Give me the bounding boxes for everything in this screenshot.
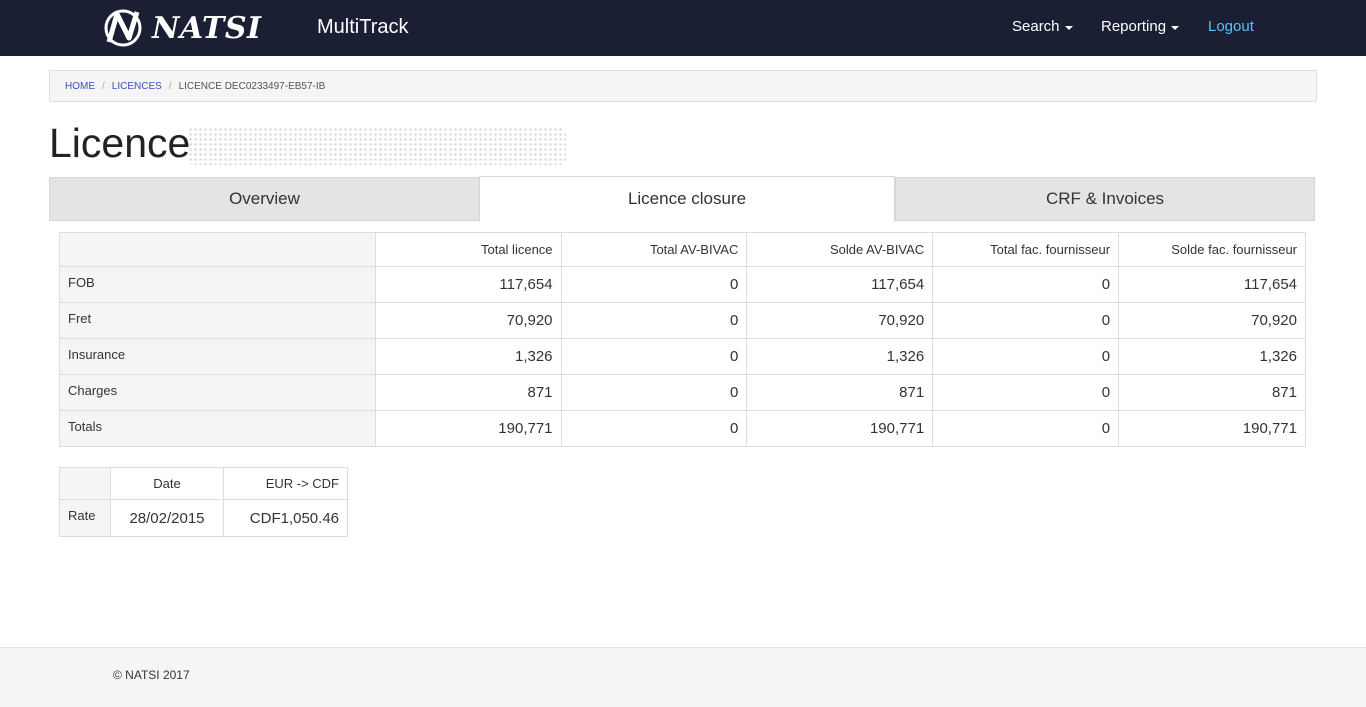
- table-cell: 0: [932, 374, 1120, 411]
- redacted-licence-number: [188, 127, 566, 165]
- table-cell: 871: [1118, 374, 1306, 411]
- table-row: FOB 117,654 0 117,654 0 117,654: [59, 266, 1306, 303]
- table-cell: 190,771: [374, 410, 562, 447]
- row-label: Insurance: [59, 338, 376, 375]
- column-header: Total fac. fournisseur: [932, 232, 1120, 267]
- row-label: Fret: [59, 302, 376, 339]
- table-corner: [59, 232, 376, 267]
- table-row: Rate 28/02/2015 CDF1,050.46: [59, 499, 348, 537]
- column-header: Total licence: [374, 232, 562, 267]
- row-label: Charges: [59, 374, 376, 411]
- table-cell: 117,654: [1118, 266, 1306, 303]
- breadcrumb-licences[interactable]: LICENCES: [111, 80, 162, 92]
- tab-licence-closure[interactable]: Licence closure: [479, 176, 895, 222]
- rate-value: CDF1,050.46: [223, 499, 348, 537]
- breadcrumb-separator: /: [102, 80, 105, 92]
- breadcrumb-current: LICENCE DEC0233497-EB57-IB: [178, 80, 326, 92]
- table-cell: 0: [560, 410, 748, 447]
- breadcrumb-separator: /: [168, 80, 172, 92]
- table-cell: 0: [932, 338, 1120, 375]
- footer: © NATSI 2017: [0, 647, 1366, 707]
- table-row-totals: Totals 190,771 0 190,771 0 190,771: [59, 410, 1306, 447]
- table-cell: 190,771: [746, 410, 934, 447]
- row-label: Rate: [59, 499, 111, 537]
- table-cell: 190,771: [1118, 410, 1306, 447]
- table-cell: 117,654: [746, 266, 934, 303]
- natsi-logo-icon: [104, 9, 142, 47]
- table-row: Charges 871 0 871 0 871: [59, 374, 1306, 411]
- tab-bar: Overview Licence closure CRF & Invoices: [49, 176, 1315, 222]
- table-header-row: Total licence Total AV-BIVAC Solde AV-BI…: [59, 232, 1306, 267]
- brand-text: NATSI: [152, 10, 262, 46]
- table-cell: 0: [932, 266, 1120, 303]
- table-header-row: Date EUR -> CDF: [59, 467, 348, 500]
- tab-overview[interactable]: Overview: [49, 177, 480, 221]
- search-menu-label: Search: [1012, 18, 1060, 35]
- table-cell: 0: [932, 410, 1120, 447]
- reporting-menu-label: Reporting: [1101, 18, 1167, 35]
- table-cell: 0: [932, 302, 1120, 339]
- brand-logo[interactable]: NATSI: [100, 8, 262, 48]
- search-menu[interactable]: Search: [1012, 18, 1073, 35]
- page-title: Licence: [49, 120, 191, 166]
- column-header-date: Date: [110, 467, 224, 500]
- column-header-rate: EUR -> CDF: [223, 467, 348, 500]
- table-cell: 70,920: [746, 302, 934, 339]
- table-cell: 70,920: [374, 302, 562, 339]
- table-cell: 871: [374, 374, 562, 411]
- table-cell: 1,326: [374, 338, 562, 375]
- table-cell: 1,326: [746, 338, 934, 375]
- caret-down-icon: [1171, 25, 1180, 30]
- table-cell: 0: [560, 338, 748, 375]
- top-navbar: NATSI MultiTrack Search Reporting Logout: [0, 0, 1366, 56]
- table-row: Insurance 1,326 0 1,326 0 1,326: [59, 338, 1306, 375]
- column-header: Total AV-BIVAC: [560, 232, 748, 267]
- logout-link[interactable]: Logout: [1208, 18, 1254, 35]
- caret-down-icon: [1064, 25, 1073, 30]
- app-title[interactable]: MultiTrack: [317, 16, 409, 38]
- row-label: Totals: [59, 410, 376, 447]
- rate-date: 28/02/2015: [110, 499, 224, 537]
- row-label: FOB: [59, 266, 376, 303]
- column-header: Solde AV-BIVAC: [746, 232, 934, 267]
- breadcrumb-home[interactable]: HOME: [65, 80, 95, 92]
- table-cell: 117,654: [374, 266, 562, 303]
- table-cell: 0: [560, 266, 748, 303]
- licence-closure-table: Total licence Total AV-BIVAC Solde AV-BI…: [59, 232, 1306, 447]
- table-cell: 0: [560, 302, 748, 339]
- table-cell: 871: [746, 374, 934, 411]
- tab-crf-invoices[interactable]: CRF & Invoices: [895, 177, 1315, 221]
- table-cell: 1,326: [1118, 338, 1306, 375]
- column-header: Solde fac. fournisseur: [1118, 232, 1306, 267]
- footer-copyright: © NATSI 2017: [113, 668, 190, 682]
- exchange-rate-table: Date EUR -> CDF Rate 28/02/2015 CDF1,050…: [59, 467, 348, 537]
- table-corner: [59, 467, 111, 500]
- table-row: Fret 70,920 0 70,920 0 70,920: [59, 302, 1306, 339]
- breadcrumb: HOME / LICENCES / LICENCE DEC0233497-EB5…: [49, 70, 1317, 102]
- reporting-menu[interactable]: Reporting: [1101, 18, 1180, 35]
- table-cell: 0: [560, 374, 748, 411]
- table-cell: 70,920: [1118, 302, 1306, 339]
